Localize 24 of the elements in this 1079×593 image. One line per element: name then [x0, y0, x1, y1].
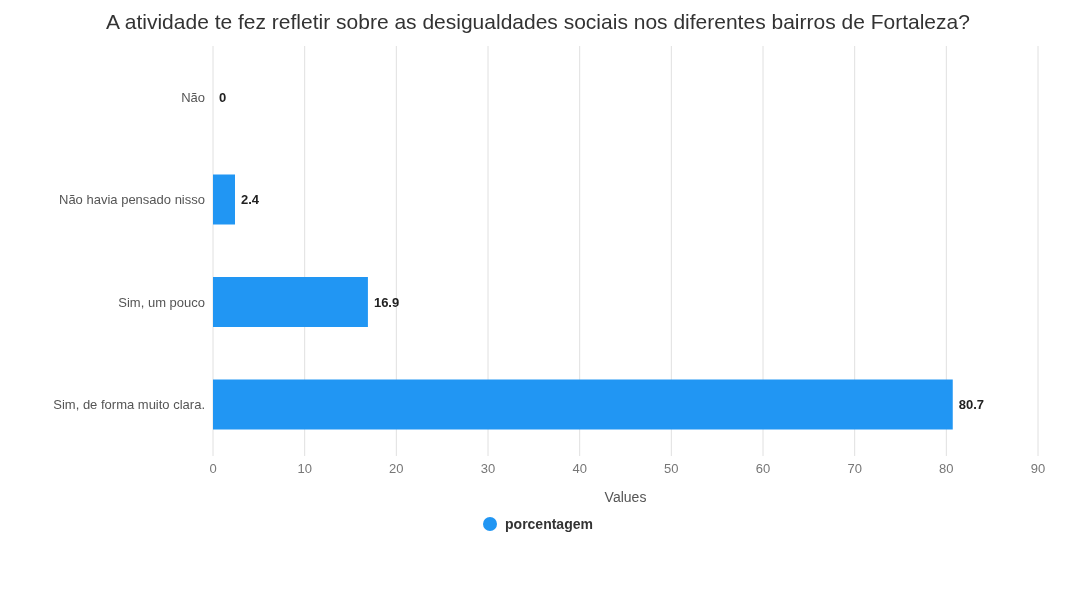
y-tick-label: Não havia pensado nisso: [59, 192, 205, 208]
x-tick-label: 30: [480, 461, 496, 477]
x-axis-title: Values: [604, 489, 647, 505]
legend-label: porcentagem: [505, 516, 593, 532]
bar: [213, 277, 368, 327]
x-tick-label: 0: [209, 461, 217, 477]
x-tick-label: 10: [297, 461, 312, 477]
data-label: 2.4: [241, 192, 260, 208]
y-tick-label: Sim, de forma muito clara.: [53, 397, 205, 413]
x-tick-label: 20: [389, 461, 404, 477]
x-tick-label: 70: [847, 461, 862, 477]
data-label: 16.9: [373, 294, 400, 310]
y-tick-label: Sim, um pouco: [118, 294, 205, 310]
y-tick-label: Não: [181, 89, 205, 105]
bar: [213, 379, 953, 430]
x-tick-label: 80: [939, 461, 954, 477]
x-tick-label: 50: [664, 461, 679, 477]
x-tick-label: 40: [572, 461, 587, 477]
chart-title: A atividade te fez refletir sobre as desigualdades sociais nos diferentes bairros de Fortaleza?: [105, 9, 971, 35]
bar: [213, 174, 235, 225]
data-label: 0: [219, 89, 227, 105]
x-tick-label: 60: [755, 461, 771, 477]
data-label: 80.7: [958, 397, 985, 413]
x-tick-label: 90: [1030, 461, 1046, 477]
